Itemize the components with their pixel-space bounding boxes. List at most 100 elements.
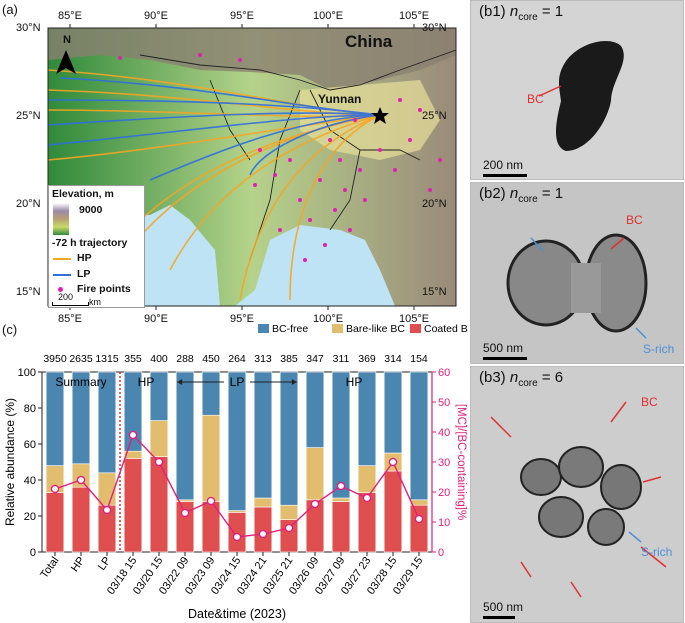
region-summary: Summary — [55, 375, 106, 389]
bar-segment — [123, 458, 143, 553]
legend-lp: LP — [77, 268, 91, 280]
coated-particle — [506, 233, 648, 339]
panel-label-c: (c) — [2, 322, 18, 337]
region-hp: HP — [138, 375, 155, 389]
mc-ratio-point — [258, 529, 268, 539]
bar-segment — [149, 371, 169, 421]
bar-segment — [409, 371, 429, 501]
sample-count: 347 — [306, 353, 324, 365]
tem-caption: (b3) ncore = 6 — [479, 369, 564, 389]
legend-swatch — [410, 324, 421, 333]
legend-elevation-max: 9000 — [79, 204, 103, 216]
y2-tick-label: 30 — [438, 457, 450, 469]
legend-label: Coated BC — [424, 323, 468, 335]
north-label: N — [63, 34, 71, 46]
sample-count: 314 — [384, 353, 402, 365]
lat-tick-r3: 20°N — [422, 198, 447, 210]
y-tick-label: 80 — [24, 403, 36, 415]
bar-segment — [97, 371, 117, 474]
bar-segment — [383, 470, 403, 553]
mc-ratio-point — [388, 457, 398, 467]
bar-segment — [357, 371, 377, 466]
legend-fire: Fire points — [77, 283, 131, 295]
sample-count: 1315 — [95, 353, 119, 365]
mc-ratio-point — [232, 532, 242, 542]
panel-label-a: (a) — [2, 2, 18, 17]
province-label: Yunnan — [318, 92, 362, 106]
mc-ratio-point — [180, 508, 190, 518]
s-rich-annotation: S-rich — [643, 342, 675, 356]
sample-count: 2635 — [69, 353, 93, 365]
scalebar-value: 200 — [58, 292, 74, 302]
mc-ratio-point — [76, 475, 86, 485]
legend-lp-line — [53, 274, 71, 276]
bar-segment — [253, 497, 273, 508]
legend-hp-line — [53, 258, 71, 260]
tem-caption: (b2) ncore = 1 — [479, 185, 564, 205]
x-tick-label: HP — [69, 555, 88, 574]
lon-tick-3: 95°E — [230, 10, 254, 22]
y2-tick-label: 60 — [438, 367, 450, 379]
sample-count: 288 — [176, 353, 194, 365]
bar-segment — [201, 414, 221, 502]
legend-swatch — [332, 324, 343, 333]
lon-tick-b5: 105°E — [399, 313, 430, 325]
lat-tick-2: 25°N — [16, 110, 41, 122]
s-rich-annotation: S-rich — [641, 545, 673, 559]
country-label: China — [345, 32, 393, 51]
lon-tick-b3: 95°E — [230, 313, 254, 325]
lat-tick-4: 15°N — [16, 286, 41, 298]
legend-fire-dot — [58, 287, 63, 292]
bc-annotation: BC — [527, 92, 544, 106]
bar-segment — [175, 371, 195, 501]
plateau — [48, 28, 456, 90]
mc-ratio-point — [284, 523, 294, 533]
mc-ratio-point — [362, 493, 372, 503]
lon-tick-5: 105°E — [399, 10, 430, 22]
lat-tick-r1t: 30°N — [422, 22, 447, 34]
elevation-colorbar — [53, 203, 69, 235]
site-star — [371, 107, 389, 124]
sample-count: 369 — [358, 353, 376, 365]
scalebar-b3: 500 nm — [483, 600, 523, 619]
tem-panel-b3: (b3) ncore = 6 BC S-rich 500 nm — [470, 366, 684, 623]
y-tick-label: 60 — [24, 439, 36, 451]
sample-count: 385 — [280, 353, 298, 365]
lon-tick-b4: 100°E — [313, 313, 344, 325]
bar-segment — [149, 420, 169, 457]
mc-ratio-point — [102, 505, 112, 515]
lat-tick-1: 30°N — [16, 22, 41, 34]
lon-tick-b2: 90°E — [144, 313, 168, 325]
stacked-bar-chart: BC-free Bare-like BC Coated BC 395026351315… — [3, 323, 468, 621]
trajectories-lp — [48, 77, 381, 181]
bc-annotation: BC — [626, 213, 643, 227]
bar-segment — [227, 371, 247, 511]
bar-segment — [149, 456, 169, 553]
sample-count: 154 — [410, 353, 428, 365]
arrowhead-right-icon — [291, 379, 297, 385]
lon-tick-2: 90°E — [144, 10, 168, 22]
bar-segment — [71, 486, 91, 553]
sample-count: 450 — [202, 353, 220, 365]
sample-count: 264 — [228, 353, 246, 365]
y2-axis-label: [MC]/[BC-containing]% — [455, 404, 467, 520]
legend-swatch — [258, 324, 269, 333]
bar-segment — [201, 371, 221, 416]
lat-tick-r2: 25°N — [422, 110, 447, 122]
map-legend: Elevation, m 9000 -72 h trajectory HP LP… — [48, 185, 145, 308]
y-tick-label: 0 — [30, 547, 36, 559]
mc-ratio-point — [50, 484, 60, 494]
y2-tick-label: 0 — [438, 547, 444, 559]
legend-trajectory-title: -72 h trajectory — [52, 237, 128, 249]
bar-segment — [45, 492, 65, 553]
x-tick-label: LP — [96, 555, 114, 573]
north-arrow-icon — [56, 50, 76, 74]
tem-caption: (b1) ncore = 1 — [479, 3, 564, 23]
lat-tick-3: 20°N — [16, 198, 41, 210]
multi-core-particle — [490, 401, 667, 598]
y2-tick-label: 10 — [438, 517, 450, 529]
scalebar-unit: km — [89, 297, 101, 307]
sample-count: 313 — [254, 353, 272, 365]
y-tick-label: 40 — [24, 475, 36, 487]
bar-segment — [71, 371, 91, 465]
